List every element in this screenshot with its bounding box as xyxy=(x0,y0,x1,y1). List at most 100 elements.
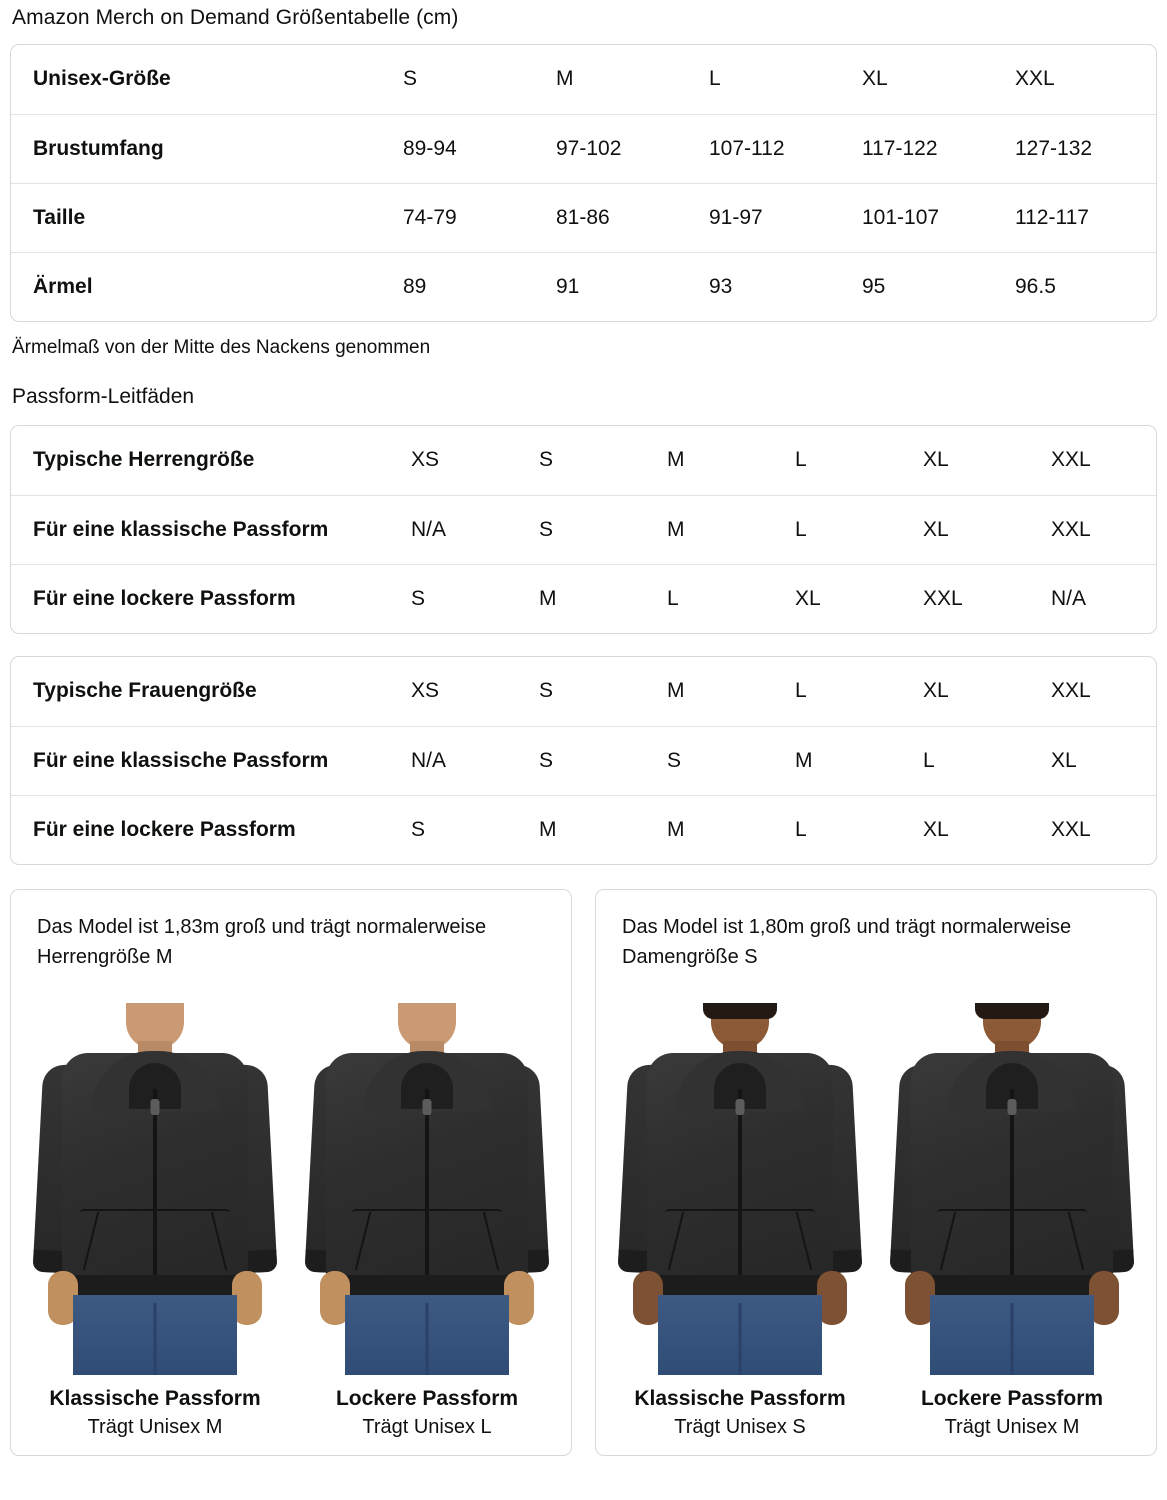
fit-wears: Trägt Unisex M xyxy=(87,1416,223,1438)
hoodie-zipper xyxy=(425,1089,429,1307)
table-row: Taille 74-79 81-86 91-97 101-107 112-117 xyxy=(11,182,1156,252)
fit-wears: Trägt Unisex L xyxy=(362,1416,492,1438)
cell-women-classic-0: N/A xyxy=(411,725,539,795)
hoodie-zipper xyxy=(153,1089,157,1307)
cell-unisex-size-m: M xyxy=(556,67,574,91)
row-label-waist: Taille xyxy=(11,182,403,252)
male-classic-fit-caption: Klassische Passform Trägt Unisex M xyxy=(49,1375,260,1441)
cell-unisex-size-xxl: XXL xyxy=(1015,67,1055,91)
female-classic-fit-photo xyxy=(605,1003,875,1375)
hoodie-pocket xyxy=(80,1209,230,1271)
table-row: Typische Herrengröße XS S M L XL XXL xyxy=(11,426,1156,495)
fit-wears: Trägt Unisex M xyxy=(944,1416,1080,1438)
female-classic-fit-caption: Klassische Passform Trägt Unisex S xyxy=(634,1375,845,1441)
cell-men-relaxed-4: XXL xyxy=(923,563,1051,633)
cell-men-typical-2: M xyxy=(667,448,685,472)
cell-sleeve-m: 91 xyxy=(556,251,709,321)
cell-women-relaxed-2: M xyxy=(667,794,795,864)
hoodie-zipper-pull-icon xyxy=(422,1099,432,1115)
womens-fit-guide-card: Typische Frauengröße XS S M L XL XXL Für… xyxy=(10,656,1157,865)
cell-women-classic-4: L xyxy=(923,725,1051,795)
cell-sleeve-l: 93 xyxy=(709,251,862,321)
fit-name: Klassische Passform xyxy=(634,1387,846,1410)
cell-unisex-size-s: S xyxy=(403,67,418,91)
cell-men-relaxed-3: XL xyxy=(795,563,923,633)
male-relaxed-fit-caption: Lockere Passform Trägt Unisex L xyxy=(336,1375,518,1441)
cell-men-typical-5: XXL xyxy=(1051,448,1091,472)
male-relaxed-fit-figure: Lockere Passform Trägt Unisex L xyxy=(291,972,563,1441)
fit-name: Klassische Passform xyxy=(49,1387,261,1410)
cell-women-relaxed-3: L xyxy=(795,794,923,864)
cell-men-classic-0: N/A xyxy=(411,494,539,564)
row-label-men-relaxed-fit: Für eine lockere Passform xyxy=(11,563,411,633)
cell-men-classic-3: L xyxy=(795,494,923,564)
unisex-size-table: Unisex-Größe S M L XL XXL Brustumfang 89… xyxy=(11,45,1156,321)
cell-women-typical-5: XXL xyxy=(1051,679,1091,703)
cell-men-classic-4: XL xyxy=(923,494,1051,564)
hoodie-zipper-pull-icon xyxy=(150,1099,160,1115)
sleeve-measurement-note: Ärmelmaß von der Mitte des Nackens genom… xyxy=(12,337,431,358)
hoodie-zipper xyxy=(738,1089,742,1307)
cell-women-relaxed-1: M xyxy=(539,794,667,864)
cell-waist-m: 81-86 xyxy=(556,182,709,252)
cell-men-typical-3: L xyxy=(795,448,807,472)
male-model-figures: Klassische Passform Trägt Unisex M xyxy=(11,972,571,1441)
cell-chest-s: 89-94 xyxy=(403,113,556,183)
female-model-figures: Klassische Passform Trägt Unisex S xyxy=(596,972,1156,1441)
table-row: Ärmel 89 91 93 95 96.5 xyxy=(11,251,1156,321)
male-classic-fit-figure: Klassische Passform Trägt Unisex M xyxy=(19,972,291,1441)
unisex-size-table-card: Unisex-Größe S M L XL XXL Brustumfang 89… xyxy=(10,44,1157,322)
cell-men-classic-5: XXL xyxy=(1051,494,1156,564)
cell-chest-xl: 117-122 xyxy=(862,113,1015,183)
male-model-heading: Das Model ist 1,83m groß und trägt norma… xyxy=(37,916,487,968)
row-label-women-classic-fit: Für eine klassische Passform xyxy=(11,725,411,795)
fit-name: Lockere Passform xyxy=(920,1387,1104,1410)
row-label-unisex-size: Unisex-Größe xyxy=(33,67,171,91)
cell-sleeve-xxl: 96.5 xyxy=(1015,251,1156,321)
female-relaxed-fit-figure: Lockere Passform Trägt Unisex M xyxy=(876,972,1148,1441)
female-model-heading: Das Model ist 1,80m groß und trägt norma… xyxy=(622,916,1072,968)
table-row: Typische Frauengröße XS S M L XL XXL xyxy=(11,657,1156,726)
cell-women-classic-2: S xyxy=(667,725,795,795)
cell-waist-xxl: 112-117 xyxy=(1015,182,1156,252)
model-jeans xyxy=(73,1295,237,1375)
page-title: Amazon Merch on Demand Größentabelle (cm… xyxy=(12,6,459,29)
cell-women-relaxed-5: XXL xyxy=(1051,794,1156,864)
mens-fit-guide-table: Typische Herrengröße XS S M L XL XXL Für… xyxy=(11,426,1156,633)
cell-women-typical-0: XS xyxy=(411,679,440,703)
cell-women-typical-1: S xyxy=(539,679,554,703)
model-jeans xyxy=(345,1295,509,1375)
female-relaxed-fit-photo xyxy=(877,1003,1147,1375)
cell-men-classic-2: M xyxy=(667,494,795,564)
cell-waist-xl: 101-107 xyxy=(862,182,1015,252)
model-jeans xyxy=(658,1295,822,1375)
table-row: Für eine klassische Passform N/A S M L X… xyxy=(11,494,1156,564)
row-label-typical-mens-size: Typische Herrengröße xyxy=(33,448,255,472)
womens-fit-guide-table: Typische Frauengröße XS S M L XL XXL Für… xyxy=(11,657,1156,864)
model-hair-icon xyxy=(703,1003,777,1019)
cell-waist-s: 74-79 xyxy=(403,182,556,252)
cell-unisex-size-l: L xyxy=(709,67,721,91)
cell-men-relaxed-0: S xyxy=(411,563,539,633)
cell-chest-l: 107-112 xyxy=(709,113,862,183)
row-label-typical-womens-size: Typische Frauengröße xyxy=(33,679,257,703)
cell-sleeve-xl: 95 xyxy=(862,251,1015,321)
male-classic-fit-photo xyxy=(20,1003,290,1375)
cell-men-classic-1: S xyxy=(539,494,667,564)
cell-unisex-size-xl: XL xyxy=(862,67,888,91)
row-label-men-classic-fit: Für eine klassische Passform xyxy=(11,494,411,564)
fit-wears: Trägt Unisex S xyxy=(674,1416,806,1438)
female-classic-fit-figure: Klassische Passform Trägt Unisex S xyxy=(604,972,876,1441)
hoodie-pocket xyxy=(665,1209,815,1271)
model-hair-icon xyxy=(975,1003,1049,1019)
cell-women-typical-3: L xyxy=(795,679,807,703)
fit-guides-label: Passform-Leitfäden xyxy=(12,385,195,408)
table-row: Brustumfang 89-94 97-102 107-112 117-122… xyxy=(11,113,1156,183)
cell-women-classic-3: M xyxy=(795,725,923,795)
cell-men-typical-4: XL xyxy=(923,448,949,472)
cell-women-typical-2: M xyxy=(667,679,685,703)
hoodie-pocket xyxy=(352,1209,502,1271)
table-row: Für eine lockere Passform S M L XL XXL N… xyxy=(11,563,1156,633)
cell-chest-xxl: 127-132 xyxy=(1015,113,1156,183)
hoodie-pocket xyxy=(937,1209,1087,1271)
